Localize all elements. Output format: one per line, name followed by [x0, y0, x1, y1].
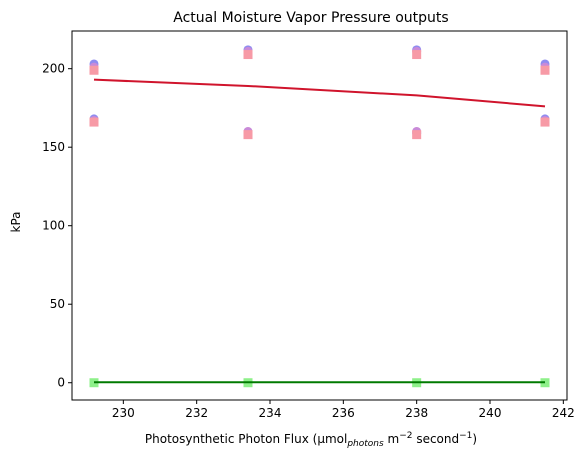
- x-axis-label-unit-m: m: [384, 432, 400, 446]
- y-axis: 0 50 100 150 200: [42, 62, 72, 390]
- y-tick-label: 50: [50, 297, 65, 311]
- series-2-point: [243, 130, 253, 140]
- y-tick-label: 100: [42, 219, 65, 233]
- x-tick-label: 230: [112, 406, 135, 420]
- x-tick-label: 238: [405, 406, 428, 420]
- x-tick-label: 232: [185, 406, 208, 420]
- series-2-point: [243, 50, 253, 60]
- series-2-point: [540, 117, 550, 127]
- x-axis-label-sup-2: −1: [459, 431, 472, 441]
- y-tick-label: 150: [42, 140, 65, 154]
- series-2-point: [89, 65, 99, 75]
- x-axis-label-suffix: ): [472, 432, 477, 446]
- y-tick-label: 0: [57, 376, 65, 390]
- x-tick-label: 236: [332, 406, 355, 420]
- x-axis-label: Photosynthetic Photon Flux (μmolphotons …: [145, 431, 477, 449]
- series-2-point: [89, 117, 99, 127]
- x-axis-label-unit-second: second: [413, 432, 460, 446]
- x-tick-label: 242: [552, 406, 575, 420]
- x-axis: 230 232 234 236 238 240 242: [112, 400, 575, 420]
- x-axis-label-prefix: Photosynthetic Photon Flux (μmol: [145, 432, 347, 446]
- series-2-point: [412, 130, 422, 140]
- plot-frame: [71, 30, 568, 401]
- series-2-point: [412, 50, 422, 60]
- y-tick-label: 200: [42, 62, 65, 76]
- x-tick-label: 234: [259, 406, 282, 420]
- x-axis-label-subscript: photons: [346, 439, 384, 449]
- x-tick-label: 240: [479, 406, 502, 420]
- x-axis-label-sup-1: −2: [399, 431, 412, 441]
- series-4-line: [93, 78, 546, 108]
- chart-title: Actual Moisture Vapor Pressure outputs: [173, 10, 448, 26]
- y-axis-label: kPa: [9, 212, 23, 233]
- plot-area: [89, 45, 550, 388]
- series-2-point: [540, 65, 550, 75]
